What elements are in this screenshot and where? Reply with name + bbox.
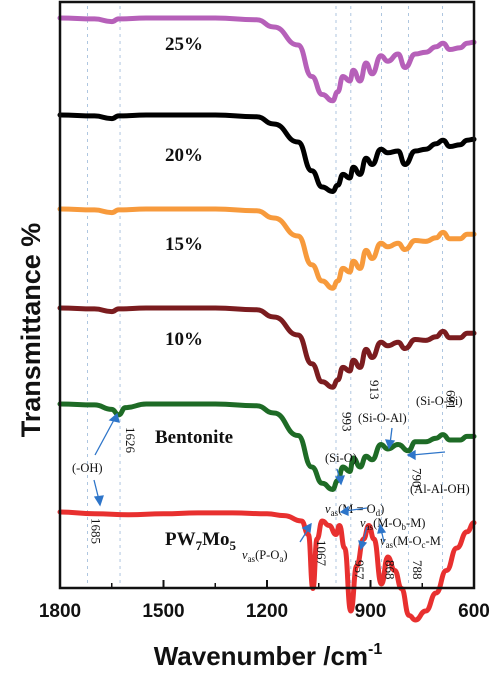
arrowhead-oh-1685: [93, 495, 104, 507]
arrowhead-si-o-al: [385, 439, 396, 450]
annotation-si-o-al: (Si-O-Al): [358, 411, 407, 425]
series-line-pw7mo5: [57, 509, 477, 623]
series-label-15: 15%: [165, 234, 203, 255]
x-tick-label: 900: [355, 601, 387, 622]
series-label-pw7mo5: PW7Mo5: [165, 529, 237, 553]
peak-label: 957: [352, 560, 367, 580]
y-axis-title: Transmittance %: [16, 223, 46, 438]
series-label-bentonite: Bentonite: [155, 427, 233, 448]
series-label-10: 10%: [165, 329, 203, 350]
series-label-25: 25%: [165, 34, 203, 55]
arrow-al-al-oh: [411, 451, 446, 456]
peak-label: 993: [339, 412, 354, 432]
peak-label: 1067: [314, 540, 329, 567]
series-line-bentonite: [57, 401, 477, 492]
series-line-10: [57, 305, 477, 390]
arrowhead-oh-1626: [108, 412, 120, 423]
peak-label: 1626: [123, 427, 138, 454]
arrowhead-p-oa: [301, 522, 312, 534]
arrowhead-al-al-oh: [406, 449, 416, 461]
x-axis-title: Wavenumber /cm-1: [154, 641, 383, 671]
peak-label: 913: [367, 380, 382, 400]
annotation-m-oc-m: νas(M-Oc-M: [380, 534, 441, 550]
x-tick-label: 1800: [39, 601, 81, 622]
peak-label: 868: [383, 560, 398, 580]
annotation-si-o-si: (Si-O-Si): [416, 394, 463, 408]
series-label-20: 20%: [165, 145, 203, 166]
series-line-15: [57, 206, 477, 291]
annotation-oh: (-OH): [72, 461, 103, 475]
annotation-p-oa: νas(P-Oa): [242, 548, 288, 564]
annotation-si-o: (Si-O): [325, 451, 357, 465]
peak-label: 790: [409, 468, 424, 488]
arrow-oh-1626: [94, 417, 116, 456]
arrowhead-m-ob-m: [358, 540, 368, 551]
peak-label: 788: [410, 560, 425, 580]
series-line-20: [57, 112, 477, 194]
plot-frame: [58, 0, 476, 590]
x-tick-label: 1500: [142, 601, 184, 622]
arrowhead-si-o: [334, 475, 345, 486]
peak-labels: 1685 1626 993 913 691 790 1067 957 868 788: [89, 380, 459, 580]
arrowhead-m-od: [339, 505, 349, 516]
peak-label: 691: [444, 390, 459, 410]
arrow-m-od: [344, 507, 368, 512]
peak-label: 1685: [89, 518, 104, 544]
x-axis-ticks: 1800 1500 1200 900 600: [39, 580, 490, 622]
spectra: [57, 15, 477, 623]
annotation-m-ob-m: νas(M-Ob-M): [360, 516, 425, 532]
arrowhead-m-oc-m: [377, 523, 387, 534]
annotation-al-al-oh: (Al-Al-OH): [410, 482, 470, 496]
annotation-arrows: [93, 412, 446, 551]
guide-lines: [87, 6, 444, 588]
x-tick-label: 1200: [246, 601, 288, 622]
x-tick-label: 600: [458, 601, 490, 622]
series-line-25: [57, 15, 477, 104]
